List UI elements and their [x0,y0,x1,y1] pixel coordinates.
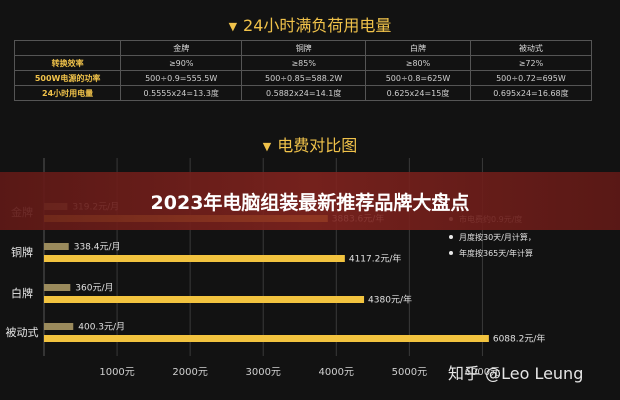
spec-table: 金牌 铜牌 白牌 被动式 转换效率 ≥90% ≥85% ≥80% ≥72% 50… [13,40,593,101]
x-tick-label: 4000元 [319,367,354,378]
category-label: 被动式 [6,326,39,339]
table-row: 24小时用电量 0.5555x24=13.3度 0.5882x24=14.1度 … [13,85,593,101]
x-tick-label: 2000元 [172,367,207,378]
table-cell: 0.5555x24=13.3度 [120,85,243,101]
yearly-data-label: 4117.2元/年 [349,253,402,265]
banner-title: 2023年电脑组装最新推荐品牌大盘点 [150,191,470,214]
section-title-usage-text: 24小时满负荷用电量 [243,16,392,35]
x-tick-label: 5000元 [392,367,427,378]
triangle-down-icon: ▼ [228,20,238,33]
monthly-bar [44,323,74,330]
table-cell: 0.625x24=15度 [365,85,471,101]
monthly-data-label: 338.4元/月 [74,242,121,253]
category-label: 白牌 [11,286,33,300]
yearly-bar [44,296,365,303]
legend-note: 月度按30天/月计算， [459,232,536,242]
yearly-data-label: 4380元/年 [368,294,412,306]
table-cell: 0.695x24=16.68度 [469,85,593,101]
section-title-usage: ▼ 24小时满负荷用电量 [0,12,620,36]
watermark: 知乎 @Leo Leung [448,364,584,383]
yearly-bar [44,255,345,262]
section-title-cost-text: 电费对比图 [277,136,358,155]
table-row: 500W电源的功率 500÷0.9=555.5W 500÷0.85=588.2W… [13,70,593,86]
monthly-data-label: 400.3元/月 [78,322,125,333]
monthly-bar [44,284,71,291]
table-row: 转换效率 ≥90% ≥85% ≥80% ≥72% [13,55,593,71]
yearly-data-label: 6088.2元/年 [493,333,546,345]
category-label: 铜牌 [11,245,33,259]
legend-bullet [449,251,453,255]
x-tick-label: 1000元 [99,367,134,378]
monthly-bar [44,243,69,250]
yearly-bar [44,335,489,342]
monthly-data-label: 360元/月 [75,283,113,294]
title-banner: 2023年电脑组装最新推荐品牌大盘点 [0,172,620,230]
x-tick-label: 3000元 [245,367,280,378]
row-label: 24小时用电量 [13,85,122,101]
triangle-down-icon: ▼ [262,140,272,153]
table-cell: 0.5882x24=14.1度 [241,85,367,101]
x-tick-label: 6000元 [465,367,500,378]
legend-bullet [449,235,453,239]
legend-note: 年度按365天/年计算 [459,248,533,258]
section-title-cost: ▼ 电费对比图 [0,132,620,156]
